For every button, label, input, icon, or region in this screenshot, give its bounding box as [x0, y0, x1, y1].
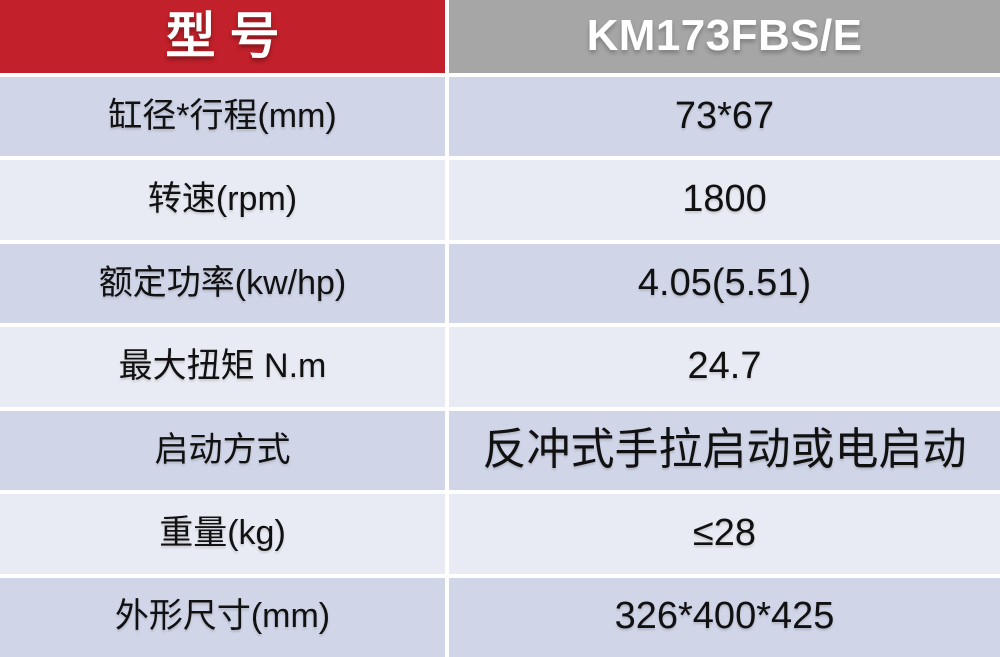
spec-value-start-mode: 反冲式手拉启动或电启动 — [449, 410, 1000, 491]
header-model-label: 型号 — [0, 0, 445, 73]
spec-label-rated-power: 额定功率(kw/hp) — [0, 243, 445, 324]
spec-value-speed: 1800 — [449, 160, 1000, 240]
header-model-value: KM173FBS/E — [449, 0, 1000, 73]
spec-value-weight: ≤28 — [449, 494, 1000, 574]
spec-label-bore-stroke: 缸径*行程(mm) — [0, 77, 445, 157]
spec-value-dimensions: 326*400*425 — [449, 577, 1000, 657]
spec-label-weight: 重量(kg) — [0, 494, 445, 574]
spec-label-start-mode: 启动方式 — [0, 410, 445, 491]
spec-label-dimensions: 外形尺寸(mm) — [0, 577, 445, 657]
spec-label-speed: 转速(rpm) — [0, 160, 445, 240]
spec-value-max-torque: 24.7 — [449, 327, 1000, 407]
spec-value-bore-stroke: 73*67 — [449, 77, 1000, 157]
spec-value-rated-power: 4.05(5.51) — [449, 243, 1000, 324]
spec-label-max-torque: 最大扭矩 N.m — [0, 327, 445, 407]
